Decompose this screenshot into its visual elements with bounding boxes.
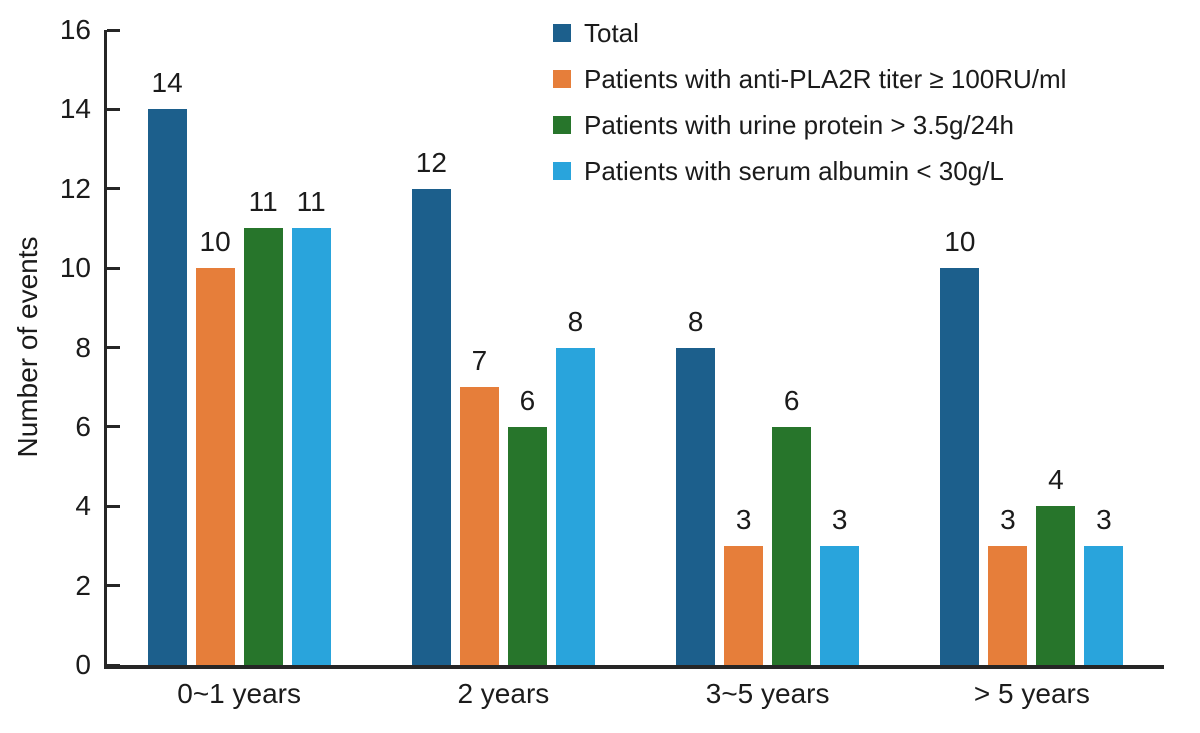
legend-item-patients-with-serum: Patients with serum albumin < 30g/L xyxy=(553,155,1066,187)
bar-patients-with-serum-5-years xyxy=(1084,545,1124,665)
legend-label: Patients with anti-PLA2R titer ≥ 100RU/m… xyxy=(584,64,1067,94)
y-tick-label-12: 12 xyxy=(59,172,91,204)
x-tick-label-0-1-years: 0~1 years xyxy=(177,678,301,709)
bar-value-label: 10 xyxy=(944,226,976,258)
legend-label: Patients with urine protein > 3.5g/24h xyxy=(584,110,1015,140)
bar-value-label: 6 xyxy=(783,384,800,416)
bar-total-2-years xyxy=(411,188,451,665)
bar-total-3-5-years xyxy=(676,347,716,665)
bar-patients-with-serum-2-years xyxy=(555,347,595,665)
y-tick-4 xyxy=(107,504,120,508)
bar-value-label: 8 xyxy=(567,305,584,337)
y-tick-6 xyxy=(107,425,120,429)
legend-label: Total xyxy=(584,18,639,48)
bar-value-label: 3 xyxy=(1096,503,1112,535)
legend-swatch-icon xyxy=(553,70,571,88)
y-tick-label-4: 4 xyxy=(75,490,91,522)
legend-label: Patients with serum albumin < 30g/L xyxy=(584,156,1004,186)
legend-swatch-icon xyxy=(553,162,571,180)
legend-swatch-icon xyxy=(553,116,571,134)
bar-value-label: 14 xyxy=(151,67,183,99)
legend-swatch-icon xyxy=(553,24,571,42)
bar-value-label: 10 xyxy=(199,226,231,258)
bar-value-label: 11 xyxy=(296,186,326,218)
y-tick-8 xyxy=(107,346,120,349)
bar-patients-with-urine-0-1-years xyxy=(243,228,283,665)
bar-patients-with-anti-3-5-years xyxy=(724,545,764,665)
y-tick-0 xyxy=(107,663,120,667)
bar-patients-with-anti-2-years xyxy=(459,387,499,665)
bar-value-label: 11 xyxy=(248,186,278,218)
bar-patients-with-serum-0-1-years xyxy=(291,228,331,665)
y-tick-label-6: 6 xyxy=(75,410,91,442)
bar-patients-with-serum-3-5-years xyxy=(820,545,860,665)
y-tick-label-14: 14 xyxy=(59,93,91,125)
bar-total-5-years xyxy=(940,268,980,665)
y-tick-2 xyxy=(107,584,120,588)
x-tick-label-5-years: > 5 years xyxy=(973,678,1090,709)
bar-value-label: 8 xyxy=(687,305,704,337)
bar-patients-with-anti-5-years xyxy=(988,545,1028,665)
y-tick-14 xyxy=(107,107,120,111)
plot-area: 0 2 4 6 8 10 12 14 16 14 10 11 11 0~1 years 12 7 6 8 2 yea… xyxy=(60,14,1164,709)
legend-item-patients-with-anti: Patients with anti-PLA2R titer ≥ 100RU/m… xyxy=(553,63,1066,95)
bar-value-label: 3 xyxy=(831,503,848,535)
y-tick-label-0: 0 xyxy=(75,649,91,680)
legend: Total Patients with anti-PLA2R titer ≥ 10… xyxy=(553,17,1066,201)
y-tick-label-10: 10 xyxy=(59,252,91,284)
bar-total-0-1-years xyxy=(147,109,187,665)
x-tick-label-3-5-years: 3~5 years xyxy=(705,678,830,709)
bar-patients-with-urine-5-years xyxy=(1036,506,1076,665)
y-tick-label-16: 16 xyxy=(59,14,91,45)
bar-value-label: 12 xyxy=(415,146,447,178)
bar-value-label: 4 xyxy=(1048,464,1064,496)
y-tick-12 xyxy=(107,187,120,191)
bar-patients-with-urine-2-years xyxy=(507,426,547,665)
bar-patients-with-urine-3-5-years xyxy=(772,426,812,665)
y-tick-label-2: 2 xyxy=(75,569,91,601)
bar-value-label: 7 xyxy=(471,345,488,377)
y-tick-10 xyxy=(107,266,120,270)
x-tick-label-2-years: 2 years xyxy=(457,678,550,709)
bar-value-label: 6 xyxy=(519,384,536,416)
legend-item-patients-with-urine: Patients with urine protein > 3.5g/24h xyxy=(553,109,1066,141)
bar-patients-with-anti-0-1-years xyxy=(195,268,235,665)
y-tick-label-8: 8 xyxy=(75,331,91,363)
y-tick-16 xyxy=(107,28,120,32)
bar-value-label: 3 xyxy=(1000,503,1016,535)
bar-value-label: 3 xyxy=(735,503,752,535)
legend-item-total: Total xyxy=(553,17,1066,49)
